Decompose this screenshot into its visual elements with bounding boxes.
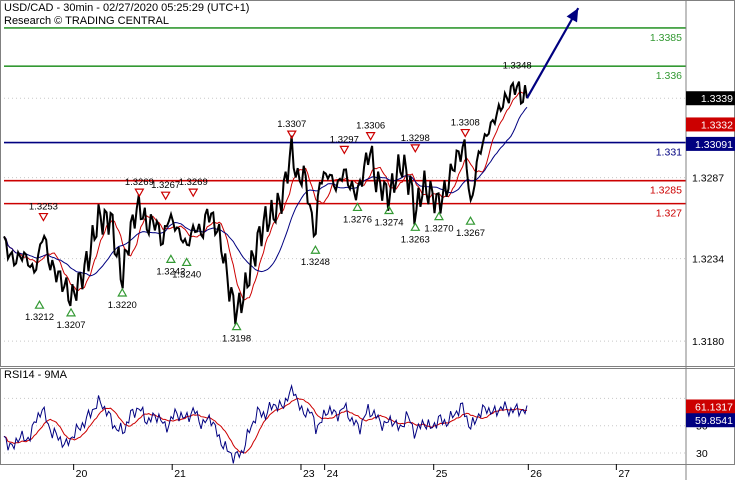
pivot-label: 1.3348 xyxy=(503,60,532,71)
level-label: 1.3285 xyxy=(650,185,682,197)
price-line xyxy=(3,80,528,325)
x-tick-label: 25 xyxy=(436,468,448,480)
x-tick-label: 21 xyxy=(174,468,186,480)
level-label: 1.331 xyxy=(656,147,682,159)
rsi-panel xyxy=(3,383,528,464)
pivot-label: 1.3307 xyxy=(277,119,306,130)
last-price-label-bg xyxy=(686,91,735,106)
last-price-label-bg xyxy=(686,117,735,132)
pivot-label: 1.3274 xyxy=(374,218,403,229)
rsi-line xyxy=(3,383,528,464)
moving-average-line xyxy=(3,90,528,301)
pivot-label: 1.3207 xyxy=(56,320,85,331)
last-price-label: 1.3332 xyxy=(701,119,733,131)
x-tick-label: 23 xyxy=(303,468,315,480)
support-marker xyxy=(181,257,192,267)
chart-title: USD/CAD - 30min - 02/27/2020 05:25:29 (U… xyxy=(4,2,249,14)
support-marker xyxy=(117,287,128,297)
x-tick-label: 24 xyxy=(327,468,339,480)
level-label: 1.327 xyxy=(656,208,682,220)
grid xyxy=(4,97,686,454)
pivot-label: 1.3306 xyxy=(356,121,385,132)
pivot-label: 1.3212 xyxy=(25,312,54,323)
resistance-marker xyxy=(38,212,49,222)
pivot-label: 1.3253 xyxy=(29,202,58,213)
support-marker xyxy=(352,202,363,212)
support-marker xyxy=(165,254,176,263)
resistance-marker xyxy=(365,132,376,141)
pivot-label: 1.3198 xyxy=(222,334,251,345)
level-lines: 1.3385 1.336 1.331 1.3285 1.327 xyxy=(4,27,686,220)
support-marker xyxy=(34,300,45,309)
forecast-arrowhead xyxy=(566,8,579,23)
pivot-markers: 1.32531.32121.32071.32691.32201.32671.32… xyxy=(25,60,532,344)
price-tick-label: 1.3234 xyxy=(692,254,724,266)
resistance-marker xyxy=(339,145,350,155)
pivot-label: 1.3220 xyxy=(108,300,137,311)
level-label: 1.336 xyxy=(656,70,682,82)
pivot-label: 1.3298 xyxy=(401,133,430,144)
pivot-label: 1.3248 xyxy=(301,257,330,268)
pivot-label: 1.3269 xyxy=(125,177,154,188)
rsi-value-label-bg xyxy=(686,399,735,414)
pivot-label: 1.3276 xyxy=(343,214,372,225)
x-tick-label: 20 xyxy=(76,468,88,480)
pivot-label: 1.3269 xyxy=(179,177,208,188)
pivot-label: 1.3267 xyxy=(151,180,180,191)
pivot-label: 1.3297 xyxy=(330,134,359,145)
rsi-value-label-bg xyxy=(686,413,735,428)
pivot-label: 1.3270 xyxy=(424,224,453,235)
moving-average-line xyxy=(3,106,528,277)
price-series xyxy=(3,7,580,325)
forecast-arrow-line xyxy=(526,7,580,99)
price-tick-label: 1.3287 xyxy=(692,173,724,185)
support-marker xyxy=(433,211,444,221)
support-marker xyxy=(383,205,395,215)
rsi-value-label: 61.1317 xyxy=(695,401,733,413)
price-tick-label: 1.3180 xyxy=(692,336,724,348)
rsi-title: RSI14 - 9MA xyxy=(4,369,68,381)
support-marker xyxy=(465,215,476,225)
resistance-marker xyxy=(188,188,199,198)
last-price-label-bg xyxy=(686,136,735,151)
pivot-label: 1.3242 xyxy=(156,266,185,277)
rsi-tick-label: 30 xyxy=(696,448,708,460)
pivot-label: 1.3308 xyxy=(451,118,480,129)
x-tick-label: 26 xyxy=(530,468,542,480)
chart-subtitle: Research © TRADING CENTRAL xyxy=(4,15,169,27)
x-tick-label: 27 xyxy=(618,468,630,480)
support-marker xyxy=(410,222,421,231)
support-marker xyxy=(65,307,77,317)
pivot-label: 1.3263 xyxy=(401,234,430,245)
resistance-marker xyxy=(286,130,297,140)
resistance-marker xyxy=(160,191,171,201)
resistance-marker xyxy=(460,128,471,138)
resistance-marker xyxy=(410,144,421,154)
pivot-label: 1.3267 xyxy=(456,228,485,239)
last-price-label: 1.3339 xyxy=(701,93,733,105)
pivot-label: 1.3240 xyxy=(172,269,201,280)
support-marker xyxy=(231,321,242,331)
rsi-value-label: 59.8541 xyxy=(695,415,733,427)
last-price-label: 1.33091 xyxy=(695,139,733,151)
resistance-marker xyxy=(134,188,145,198)
level-label: 1.3385 xyxy=(650,32,682,44)
support-marker xyxy=(310,245,321,254)
